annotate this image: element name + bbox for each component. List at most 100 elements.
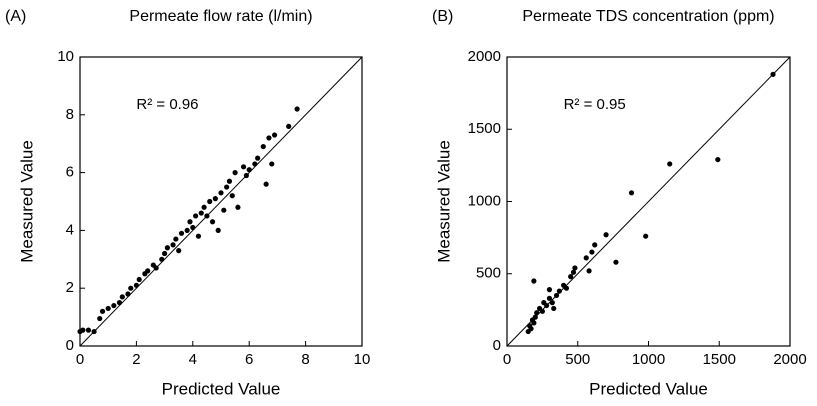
- point: [263, 181, 269, 187]
- point: [153, 265, 159, 271]
- point: [266, 135, 272, 141]
- point: [715, 156, 721, 163]
- point: [269, 161, 275, 167]
- point: [528, 326, 534, 332]
- x-tick-label: 500: [565, 351, 590, 368]
- point: [544, 302, 550, 309]
- point: [128, 285, 134, 291]
- point: [534, 310, 540, 316]
- point: [568, 274, 574, 280]
- point: [240, 164, 247, 170]
- x-tick-label: 1000: [632, 351, 665, 368]
- x-tick-label: 0: [503, 351, 511, 368]
- point: [85, 327, 92, 333]
- point: [212, 196, 218, 202]
- point: [116, 300, 123, 306]
- point: [246, 167, 252, 173]
- point: [643, 233, 649, 239]
- point: [592, 242, 598, 248]
- point: [159, 256, 165, 262]
- point: [224, 184, 230, 190]
- x-axis-label: Predicted Value: [589, 379, 708, 398]
- x-tick-label: 2000: [773, 351, 806, 368]
- y-tick-label: 4: [66, 221, 74, 238]
- point: [235, 204, 241, 210]
- point: [667, 161, 673, 167]
- identity-line: [79, 56, 363, 347]
- point: [589, 249, 595, 255]
- x-tick-label: 6: [245, 351, 253, 368]
- panel-label: (A): [5, 8, 26, 25]
- point: [532, 314, 538, 320]
- point: [178, 230, 185, 236]
- point: [133, 282, 139, 288]
- y-tick-label: 1500: [468, 120, 501, 137]
- point: [136, 276, 142, 283]
- y-tick-label: 2: [66, 279, 74, 296]
- point: [204, 213, 210, 219]
- point: [173, 236, 179, 242]
- y-tick-label: 0: [493, 337, 501, 354]
- point: [209, 219, 216, 225]
- point: [162, 250, 168, 257]
- point: [145, 268, 151, 274]
- x-tick-label: 8: [301, 351, 309, 368]
- x-tick-label: 2: [132, 351, 140, 368]
- annotation: R² = 0.95: [564, 96, 626, 113]
- point: [190, 224, 196, 231]
- point: [556, 288, 562, 294]
- point: [125, 291, 131, 297]
- point: [572, 265, 578, 271]
- point: [546, 287, 553, 293]
- point: [271, 132, 278, 138]
- point: [91, 328, 97, 335]
- point: [232, 170, 238, 176]
- point: [286, 123, 292, 129]
- x-tick-label: 4: [189, 351, 197, 368]
- point: [603, 232, 609, 238]
- y-tick-label: 8: [66, 106, 74, 123]
- y-tick-label: 10: [57, 48, 74, 65]
- point: [260, 143, 266, 150]
- point: [583, 255, 589, 261]
- point: [563, 285, 570, 291]
- point: [184, 227, 190, 233]
- point: [170, 242, 176, 248]
- y-tick-label: 2000: [468, 48, 501, 65]
- y-axis-label: Measured Value: [17, 140, 36, 263]
- point: [531, 320, 537, 326]
- point: [215, 227, 221, 233]
- point: [243, 172, 249, 179]
- point: [119, 294, 125, 300]
- y-axis-label: Measured Value: [434, 140, 453, 263]
- annotation: R² = 0.96: [136, 96, 198, 113]
- identity-line: [506, 56, 791, 347]
- y-tick-label: 0: [66, 337, 74, 354]
- y-tick-label: 6: [66, 164, 74, 181]
- point: [218, 190, 224, 196]
- point: [628, 190, 635, 196]
- panel-label: (B): [432, 8, 453, 25]
- point: [531, 278, 537, 284]
- x-tick-label: 0: [76, 351, 84, 368]
- point: [546, 295, 553, 301]
- point: [111, 302, 117, 309]
- point: [255, 155, 261, 161]
- point: [613, 259, 619, 265]
- plot-frame: [79, 56, 363, 347]
- point: [229, 193, 235, 199]
- x-tick-label: 10: [354, 351, 371, 368]
- point: [294, 106, 300, 112]
- point: [226, 178, 233, 184]
- point: [570, 269, 577, 275]
- y-tick-label: 1000: [468, 192, 501, 209]
- x-axis-label: Predicted Value: [162, 379, 281, 398]
- y-tick-label: 500: [476, 265, 501, 282]
- point: [207, 198, 213, 205]
- point: [198, 210, 204, 216]
- point: [187, 219, 193, 225]
- point: [553, 292, 560, 299]
- point: [99, 308, 106, 314]
